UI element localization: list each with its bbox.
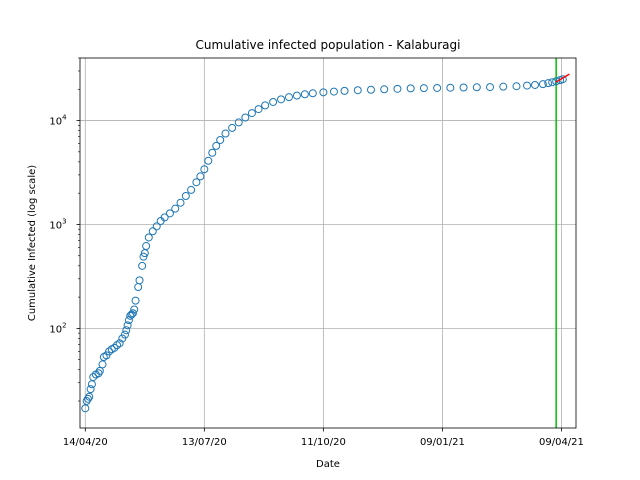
data-point: [472, 83, 481, 92]
data-point: [82, 397, 91, 406]
data-point: [247, 109, 256, 118]
data-point: [196, 172, 205, 181]
x-tick-label: 13/07/20: [182, 437, 227, 448]
data-point: [393, 84, 402, 93]
fit-line-layer: [555, 73, 570, 83]
data-point: [499, 82, 508, 91]
data-point: [433, 83, 442, 92]
data-point: [128, 309, 137, 318]
data-point: [152, 222, 161, 231]
y-tick-label: 102: [49, 321, 66, 335]
data-point: [486, 83, 495, 92]
y-tick-label: 104: [49, 114, 67, 128]
data-point: [300, 90, 309, 99]
data-point: [138, 261, 147, 270]
data-point: [380, 85, 389, 94]
data-point: [446, 83, 455, 92]
data-point: [110, 343, 119, 352]
data-point: [113, 341, 122, 350]
data-point: [221, 129, 230, 138]
data-point: [366, 85, 375, 94]
data-point: [292, 91, 301, 100]
data-point: [83, 394, 92, 403]
data-point: [115, 339, 124, 348]
data-point: [81, 404, 90, 413]
data-point: [105, 347, 114, 356]
y-axis-label: Cumulative Infected (log scale): [27, 165, 38, 321]
data-point: [319, 88, 328, 97]
data-point: [208, 148, 217, 157]
data-point: [269, 97, 278, 106]
x-tick-label: 09/04/21: [539, 437, 584, 448]
data-point: [261, 101, 270, 110]
data-point: [544, 79, 553, 88]
data-point: [548, 78, 557, 87]
x-axis-label: Date: [316, 459, 340, 470]
data-point: [254, 105, 263, 114]
data-point: [171, 204, 180, 213]
scatter-series: [81, 75, 567, 413]
data-point: [160, 213, 169, 222]
data-point: [340, 86, 349, 95]
data-point: [512, 82, 521, 91]
data-point: [86, 385, 95, 394]
data-point: [102, 351, 111, 360]
plot-frame: [79, 57, 577, 429]
data-point: [200, 165, 209, 174]
data-point: [234, 118, 243, 127]
data-point: [126, 311, 135, 320]
data-point: [406, 84, 415, 93]
data-point: [181, 191, 190, 200]
x-axis: 14/04/20 13/07/20 11/10/20 09/01/21 09/04/21: [63, 428, 584, 448]
data-point: [122, 326, 131, 335]
data-point: [538, 80, 547, 89]
x-tick-label: 14/04/20: [63, 437, 108, 448]
data-point: [277, 95, 286, 104]
data-point: [216, 136, 225, 145]
data-point: [176, 198, 185, 207]
data-point: [329, 87, 338, 96]
data-point: [135, 276, 144, 285]
data-point: [523, 81, 532, 90]
data-point: [228, 123, 237, 132]
data-point: [144, 233, 153, 242]
chart-title: Cumulative infected population - Kalabur…: [196, 38, 461, 52]
data-point: [212, 141, 221, 150]
data-point: [353, 86, 362, 95]
data-point: [308, 89, 317, 98]
data-point: [85, 392, 94, 401]
data-point: [130, 305, 139, 314]
data-point: [459, 83, 468, 92]
data-point: [204, 156, 213, 165]
data-point: [192, 178, 201, 187]
x-tick-label: 11/10/20: [301, 437, 346, 448]
data-point: [530, 80, 539, 89]
data-point: [419, 84, 428, 93]
data-point: [139, 252, 148, 261]
data-point: [98, 360, 107, 369]
data-point: [241, 113, 250, 122]
data-point: [148, 227, 157, 236]
data-point: [120, 330, 129, 339]
data-point: [142, 242, 151, 251]
data-point: [89, 373, 98, 382]
data-point: [187, 185, 196, 194]
data-point: [127, 310, 136, 319]
data-point: [131, 296, 140, 305]
data-point: [123, 321, 132, 330]
fit-line: [555, 73, 570, 83]
data-point: [165, 209, 174, 218]
y-axis: 102 103 104: [49, 57, 80, 402]
x-tick-label: 09/01/21: [420, 437, 465, 448]
data-point: [558, 75, 567, 84]
data-point: [284, 93, 293, 102]
y-tick-label: 103: [49, 217, 66, 231]
